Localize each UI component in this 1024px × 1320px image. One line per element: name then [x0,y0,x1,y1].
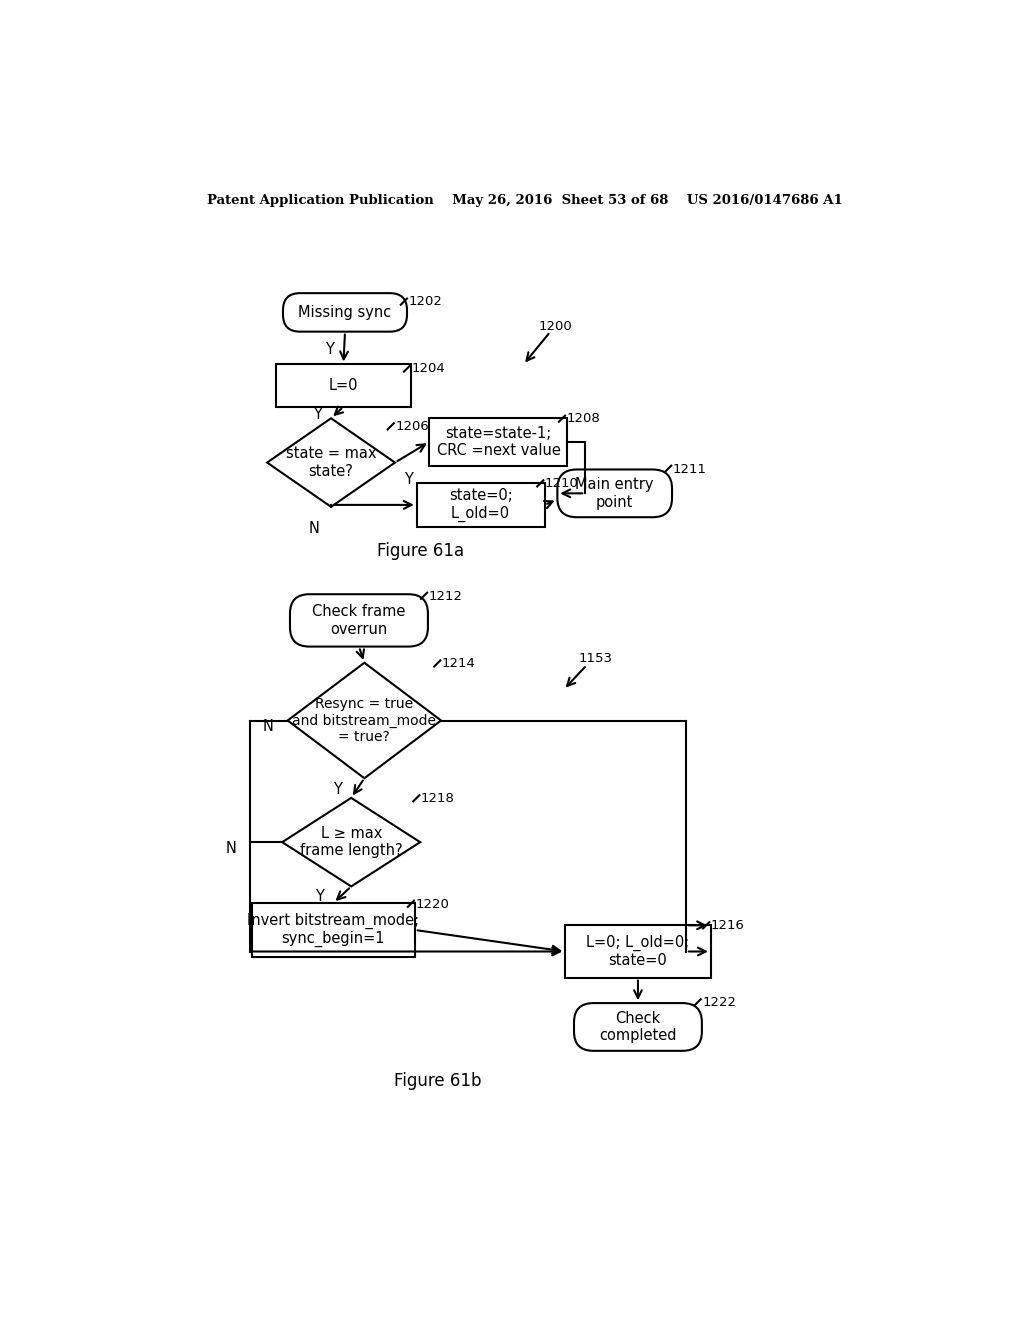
Text: Check frame
overrun: Check frame overrun [312,605,406,636]
Text: 1214: 1214 [442,657,476,671]
Text: 1200: 1200 [539,319,572,333]
Text: 1153: 1153 [579,652,613,665]
Text: 1206: 1206 [395,420,429,433]
Text: state=state-1;
CRC =next value: state=state-1; CRC =next value [436,425,560,458]
Text: state=0;
L_old=0: state=0; L_old=0 [449,488,512,521]
Text: Invert bitstream_mode;
sync_begin=1: Invert bitstream_mode; sync_begin=1 [248,912,420,948]
Text: 1220: 1220 [416,898,450,911]
Text: L=0: L=0 [329,378,358,393]
Text: 1208: 1208 [566,412,600,425]
Text: Y: Y [315,888,324,904]
Text: 1218: 1218 [421,792,455,805]
Text: L ≥ max
frame length?: L ≥ max frame length? [300,826,402,858]
Text: 1210: 1210 [545,478,579,490]
Text: state = max
state?: state = max state? [286,446,376,479]
Text: 1212: 1212 [429,590,463,603]
Text: Patent Application Publication    May 26, 2016  Sheet 53 of 68    US 2016/014768: Patent Application Publication May 26, 2… [207,194,843,207]
Text: 1202: 1202 [409,296,442,309]
Text: Figure 61a: Figure 61a [378,543,465,560]
Text: 1211: 1211 [673,462,707,475]
Text: Check
completed: Check completed [599,1011,677,1043]
Text: 1204: 1204 [412,363,445,375]
Text: Figure 61b: Figure 61b [394,1072,481,1090]
Text: Missing sync: Missing sync [298,305,391,319]
Text: N: N [225,841,237,855]
Text: Y: Y [312,407,322,421]
Text: Y: Y [333,783,342,797]
Text: Main entry
point: Main entry point [575,477,654,510]
Text: N: N [308,520,319,536]
Text: Y: Y [404,471,413,487]
Text: Y: Y [325,342,334,356]
Text: 1222: 1222 [702,997,736,1010]
Text: L=0; L_old=0;
state=0: L=0; L_old=0; state=0 [587,935,689,969]
Text: Resync = true
and bitstream_mode
= true?: Resync = true and bitstream_mode = true? [293,697,436,743]
Text: 1216: 1216 [711,919,744,932]
Text: N: N [263,719,273,734]
